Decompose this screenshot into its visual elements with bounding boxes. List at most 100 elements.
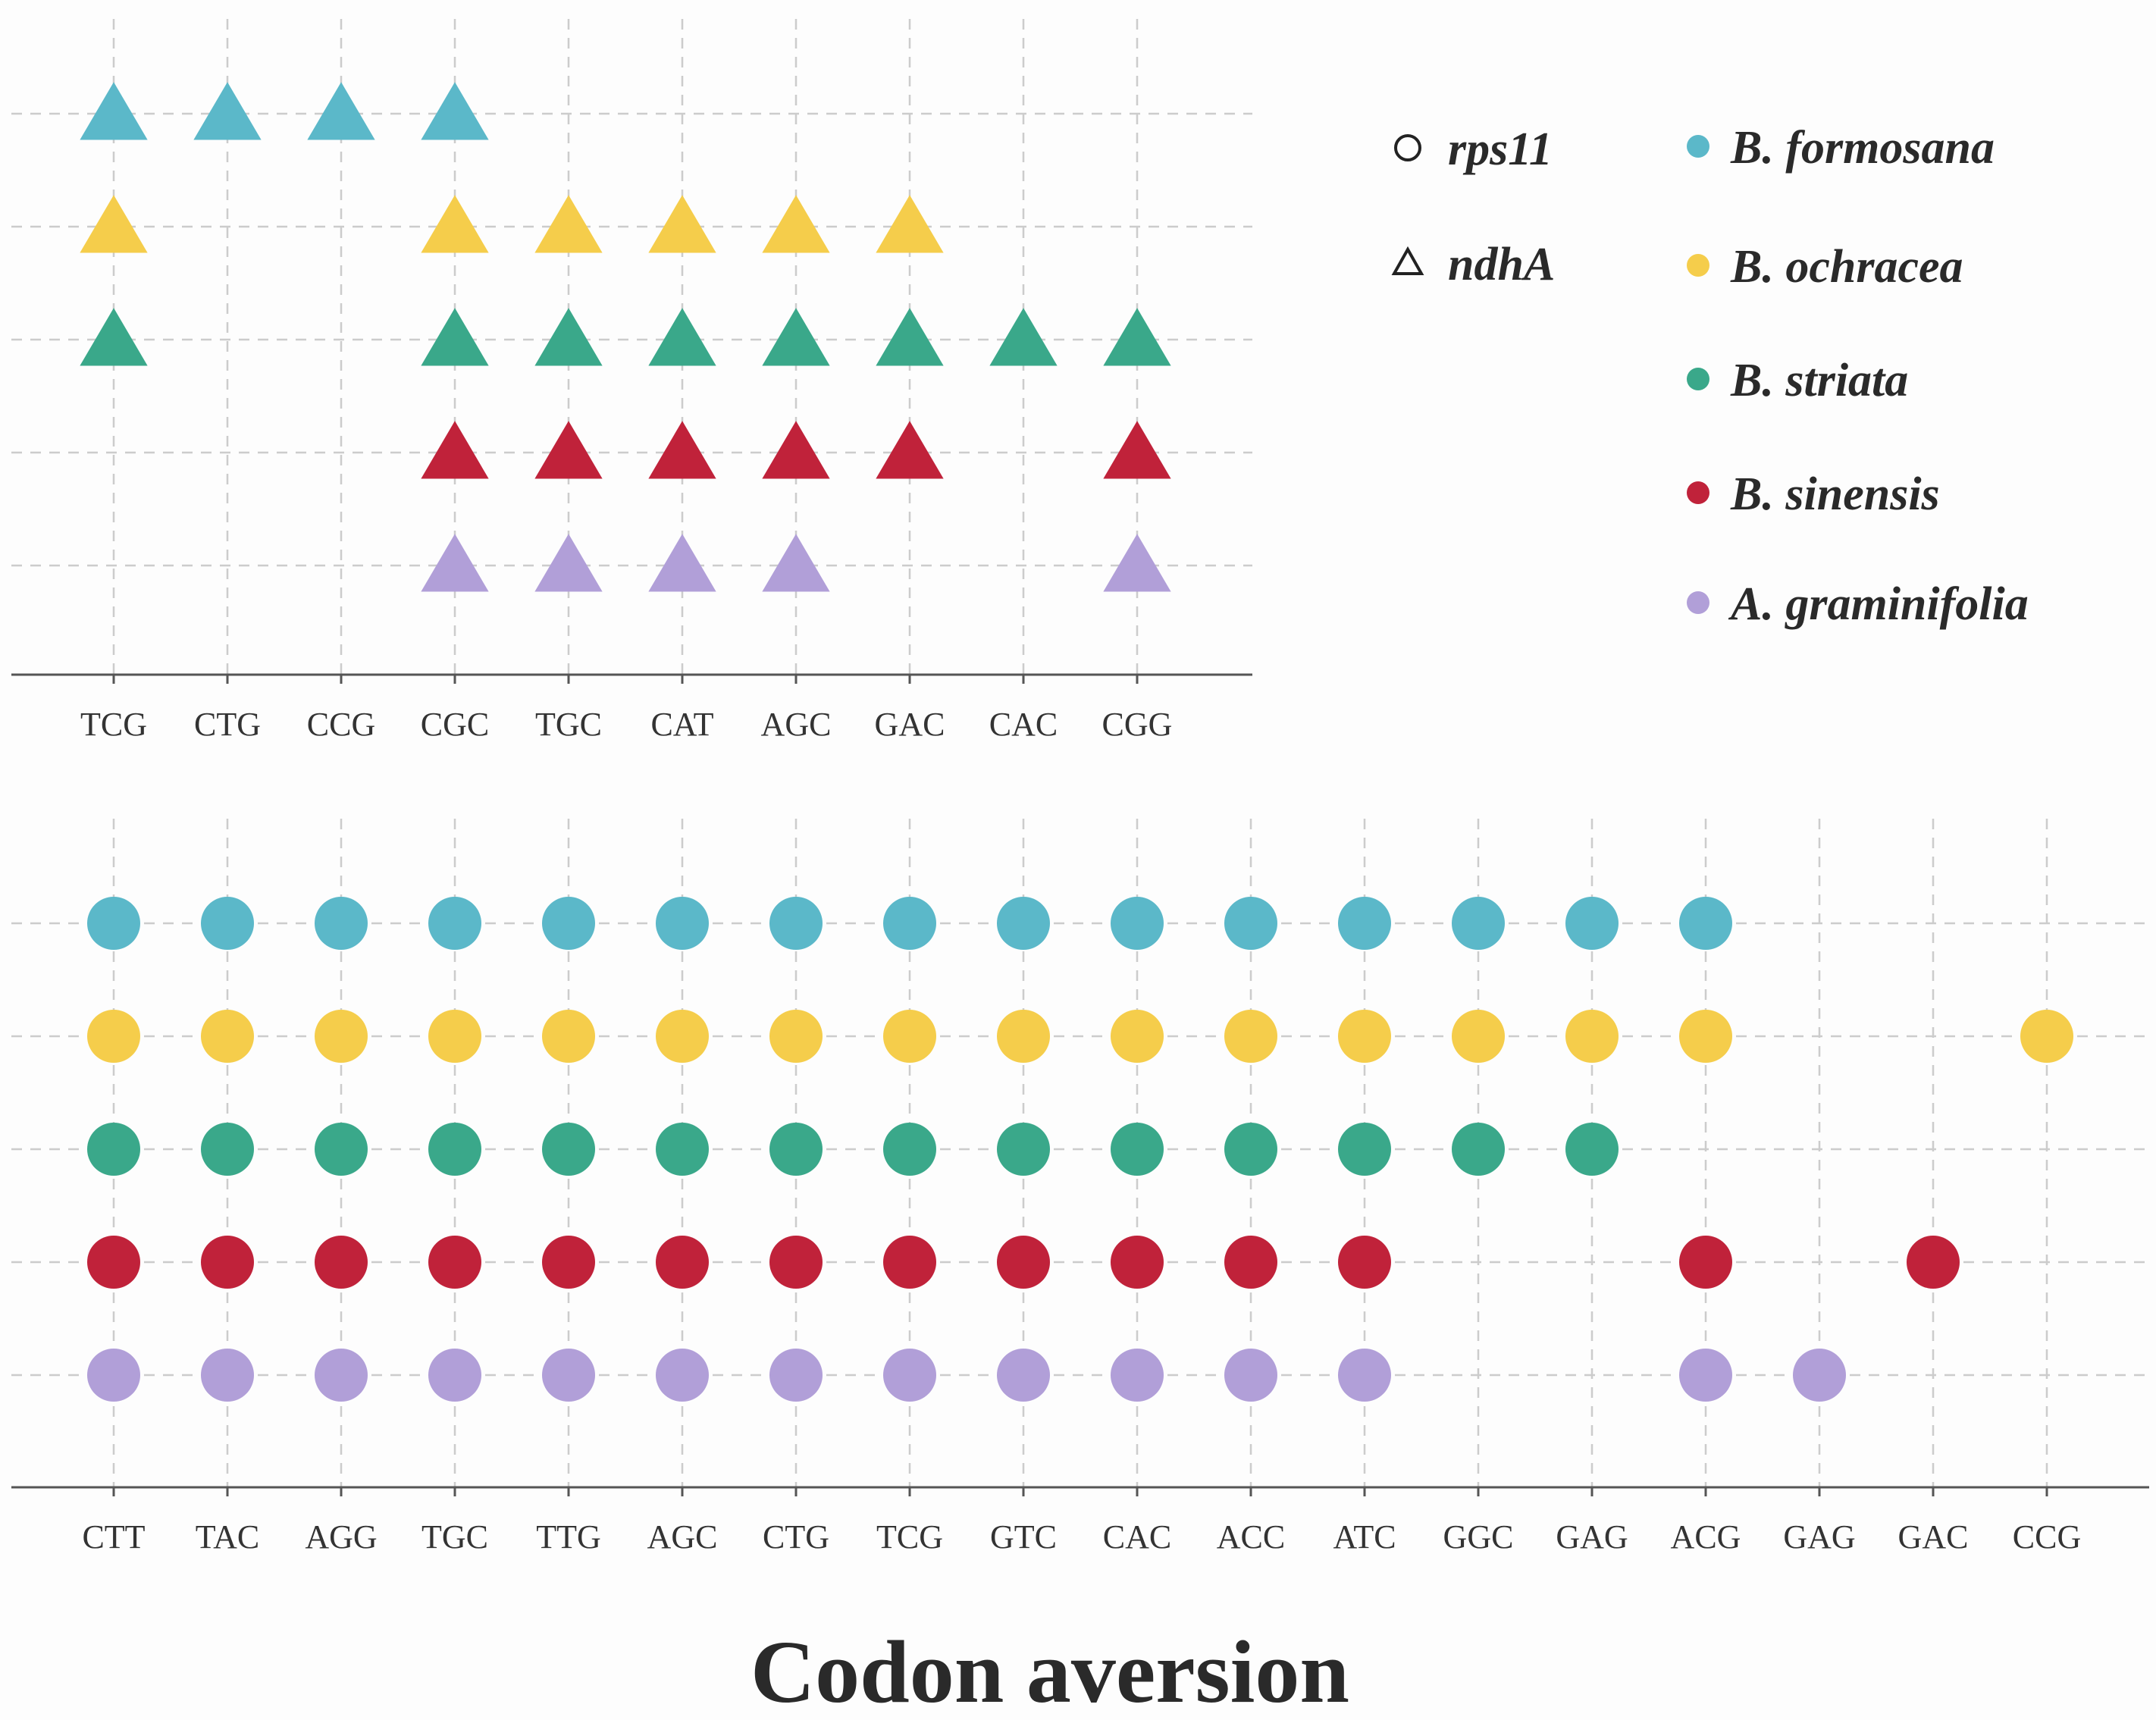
x-tick-label: TCG bbox=[876, 1518, 943, 1556]
rps11-point-b-ochracea-agg bbox=[315, 1010, 368, 1063]
rps11-point-b-formosana-acc bbox=[1224, 897, 1277, 950]
x-tick-label: GAG bbox=[1783, 1518, 1855, 1556]
rps11-point-a-graminifolia-atc bbox=[1338, 1349, 1391, 1402]
legend-ndha-triangle-icon bbox=[1391, 246, 1424, 275]
rps11-point-b-sinensis-agc bbox=[656, 1236, 709, 1289]
legend: rps11 ndhA B. formosana B. ochracea B. stria… bbox=[1391, 122, 2029, 630]
x-tick-label: TCG bbox=[80, 706, 147, 743]
rps11-point-b-ochracea-ctg bbox=[769, 1010, 823, 1063]
ndha-point-a-graminifolia-tgc bbox=[534, 534, 603, 592]
x-tick-label: TGC bbox=[421, 1518, 488, 1556]
x-tick-label: AGC bbox=[647, 1518, 718, 1556]
rps11-point-b-formosana-gag bbox=[1565, 897, 1619, 950]
x-tick-label: TTG bbox=[536, 1518, 601, 1556]
rps11-point-b-striata-ttg bbox=[542, 1123, 595, 1176]
legend-rps11-label: rps11 bbox=[1448, 124, 1553, 175]
ndha-point-b-sinensis-tgc bbox=[534, 421, 603, 479]
ndha-point-b-sinensis-gac bbox=[876, 421, 944, 479]
rps11-point-a-graminifolia-gag bbox=[1793, 1349, 1846, 1402]
rps11-point-b-ochracea-tgc bbox=[428, 1010, 481, 1063]
ndha-point-b-ochracea-tcg bbox=[80, 195, 148, 253]
rps11-point-b-sinensis-ctg bbox=[769, 1236, 823, 1289]
rps11-point-b-striata-gtc bbox=[997, 1123, 1050, 1176]
rps11-point-b-ochracea-ttg bbox=[542, 1010, 595, 1063]
rps11-point-b-ochracea-cac bbox=[1111, 1010, 1164, 1063]
ndha-point-b-striata-cac bbox=[989, 308, 1058, 366]
x-tick-label: CTG bbox=[194, 706, 261, 743]
chart-title: Codon aversion bbox=[751, 1622, 1349, 1720]
rps11-point-a-graminifolia-tcg bbox=[883, 1349, 936, 1402]
rps11-point-b-striata-ctg bbox=[769, 1123, 823, 1176]
rps11-point-a-graminifolia-ctt bbox=[87, 1349, 140, 1402]
x-tick-label: CTT bbox=[82, 1518, 145, 1556]
ndha-point-a-graminifolia-cat bbox=[648, 534, 716, 592]
rps11-point-b-striata-tgc bbox=[428, 1123, 481, 1176]
legend-a-graminifolia-swatch bbox=[1687, 591, 1709, 614]
ndha-point-b-striata-tgc bbox=[534, 308, 603, 366]
rps11-point-a-graminifolia-gtc bbox=[997, 1349, 1050, 1402]
rps11-point-b-formosana-tcg bbox=[883, 897, 936, 950]
ndha-point-b-ochracea-gac bbox=[876, 195, 944, 253]
legend-ndha-label: ndhA bbox=[1448, 239, 1555, 290]
rps11-point-b-ochracea-acg bbox=[1679, 1010, 1732, 1063]
rps11-point-b-formosana-atc bbox=[1338, 897, 1391, 950]
rps11-point-b-sinensis-tcg bbox=[883, 1236, 936, 1289]
rps11-point-b-sinensis-gac bbox=[1907, 1236, 1960, 1289]
rps11-point-b-formosana-ctg bbox=[769, 897, 823, 950]
rps11-point-b-formosana-ttg bbox=[542, 897, 595, 950]
rps11-point-b-formosana-agc bbox=[656, 897, 709, 950]
x-tick-label: CGG bbox=[1102, 706, 1173, 743]
rps11-point-b-ochracea-acc bbox=[1224, 1010, 1277, 1063]
rps11-point-b-striata-tcg bbox=[883, 1123, 936, 1176]
ndha-point-a-graminifolia-cgg bbox=[1103, 534, 1171, 592]
rps11-point-b-ochracea-gtc bbox=[997, 1010, 1050, 1063]
rps11-point-b-striata-tac bbox=[201, 1123, 254, 1176]
x-tick-label: CAC bbox=[989, 706, 1058, 743]
rps11-point-a-graminifolia-tac bbox=[201, 1349, 254, 1402]
x-tick-label: ATC bbox=[1333, 1518, 1396, 1556]
x-tick-label: GGC bbox=[1443, 1518, 1514, 1556]
rps11-point-a-graminifolia-agc bbox=[656, 1349, 709, 1402]
rps11-point-b-sinensis-ctt bbox=[87, 1236, 140, 1289]
x-tick-label: TAC bbox=[196, 1518, 259, 1556]
x-tick-label: GAG bbox=[1556, 1518, 1628, 1556]
x-tick-label: ACG bbox=[1671, 1518, 1741, 1556]
x-tick-label: CCG bbox=[307, 706, 375, 743]
rps11-point-b-ochracea-atc bbox=[1338, 1010, 1391, 1063]
rps11-point-b-sinensis-gtc bbox=[997, 1236, 1050, 1289]
ndha-point-b-striata-cat bbox=[648, 308, 716, 366]
ndha-point-b-ochracea-cat bbox=[648, 195, 716, 253]
x-tick-label: CCG bbox=[2013, 1518, 2081, 1556]
rps11-point-b-formosana-ctt bbox=[87, 897, 140, 950]
rps11-point-b-formosana-tgc bbox=[428, 897, 481, 950]
x-tick-label: GTC bbox=[990, 1518, 1057, 1556]
rps11-panel: CTT TAC AGG TGC TTG AGC CTG TCG GTC CAC ACC ATC GGC G… bbox=[11, 819, 2149, 1556]
x-tick-label: TGC bbox=[535, 706, 602, 743]
rps11-point-b-ochracea-tcg bbox=[883, 1010, 936, 1063]
rps11-point-b-sinensis-atc bbox=[1338, 1236, 1391, 1289]
legend-b-formosana-label: B. formosana bbox=[1730, 122, 1995, 174]
legend-b-formosana-swatch bbox=[1687, 135, 1709, 158]
ndha-point-b-striata-cgc bbox=[421, 308, 489, 366]
rps11-point-b-striata-agc bbox=[656, 1123, 709, 1176]
rps11-point-b-striata-ggc bbox=[1452, 1123, 1505, 1176]
legend-b-striata-swatch bbox=[1687, 368, 1709, 390]
x-tick-label: CAC bbox=[1103, 1518, 1171, 1556]
rps11-point-b-striata-acc bbox=[1224, 1123, 1277, 1176]
ndha-point-b-sinensis-agc bbox=[762, 421, 830, 479]
rps11-point-a-graminifolia-acc bbox=[1224, 1349, 1277, 1402]
legend-b-ochracea-swatch bbox=[1687, 254, 1709, 277]
ndha-point-a-graminifolia-agc bbox=[762, 534, 830, 592]
rps11-point-b-sinensis-tgc bbox=[428, 1236, 481, 1289]
ndha-point-b-ochracea-agc bbox=[762, 195, 830, 253]
ndha-point-b-ochracea-tgc bbox=[534, 195, 603, 253]
ndha-point-b-sinensis-cgg bbox=[1103, 421, 1171, 479]
ndha-point-b-formosana-cgc bbox=[421, 82, 489, 140]
x-tick-label: AGG bbox=[305, 1518, 377, 1556]
rps11-point-b-striata-cac bbox=[1111, 1123, 1164, 1176]
x-tick-label: AGC bbox=[761, 706, 832, 743]
ndha-point-b-sinensis-cgc bbox=[421, 421, 489, 479]
rps11-point-b-formosana-gtc bbox=[997, 897, 1050, 950]
rps11-point-b-sinensis-ttg bbox=[542, 1236, 595, 1289]
